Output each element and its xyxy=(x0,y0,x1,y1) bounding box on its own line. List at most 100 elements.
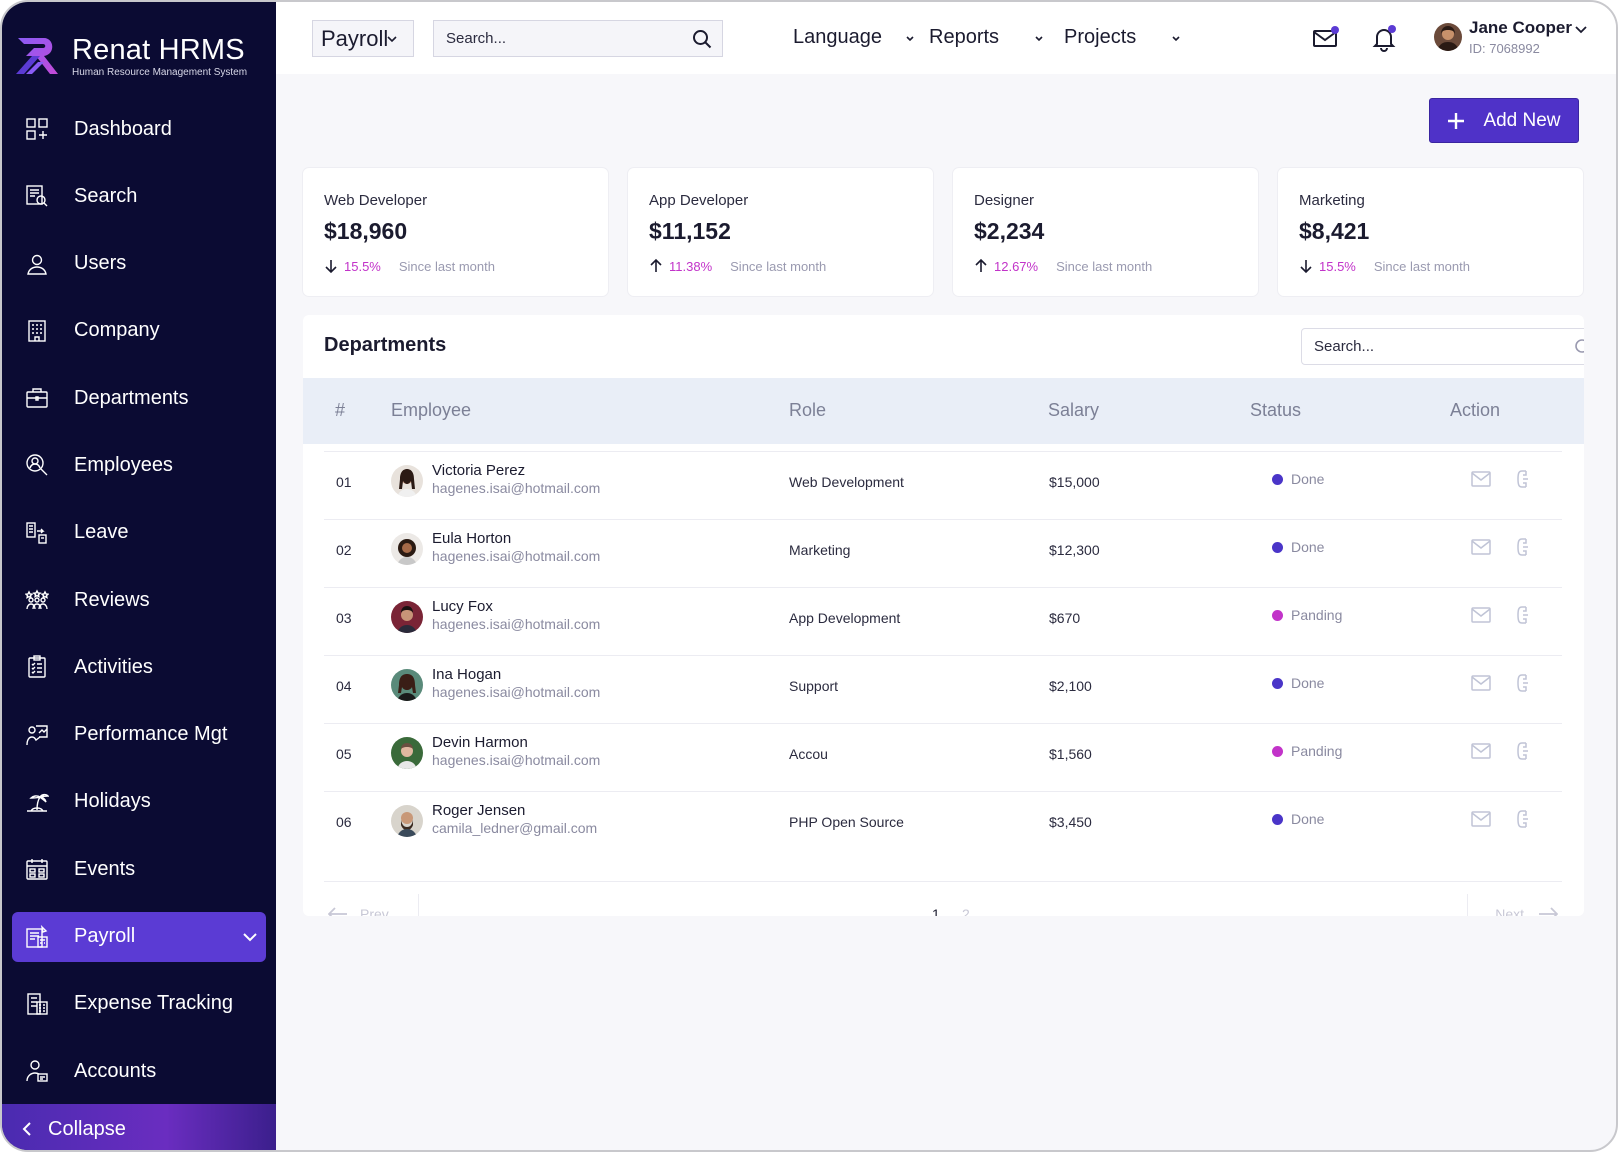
next-button[interactable]: Next xyxy=(1495,906,1558,916)
pagination: Prev 1 2 Next xyxy=(324,881,1562,916)
stat-since: Since last month xyxy=(1056,258,1153,274)
row-number: 01 xyxy=(336,474,352,490)
employee-email: camila_ledner@gmail.com xyxy=(432,820,598,836)
menu-language[interactable]: Language xyxy=(793,26,916,49)
sidebar-item-events[interactable]: Events xyxy=(12,844,266,894)
employee-name: Ina Hogan xyxy=(432,666,502,683)
sidebar-item-company[interactable]: Company xyxy=(12,306,266,356)
mail-icon[interactable] xyxy=(1471,810,1491,828)
sidebar-item-employees[interactable]: Employees xyxy=(12,440,266,490)
menu-projects[interactable]: Projects xyxy=(1064,26,1182,49)
search-input[interactable] xyxy=(446,30,676,47)
stat-card-web-developer: Web Developer $18,960 15.5% Since last m… xyxy=(303,168,608,296)
user-icon xyxy=(24,251,50,277)
sidebar-item-expense-tracking[interactable]: Expense Tracking xyxy=(12,979,266,1029)
expense-icon xyxy=(24,991,50,1017)
breadcrumb-select[interactable]: Payroll xyxy=(312,20,414,57)
sidebar-item-label: Search xyxy=(74,184,138,207)
user-name: Jane Cooper xyxy=(1469,18,1572,37)
status-badge: Done xyxy=(1272,539,1324,555)
sidebar-item-leave[interactable]: Leave xyxy=(12,508,266,558)
table-row[interactable]: 04 Ina Hogan hagenes.isai@hotmail.com Su… xyxy=(324,655,1562,723)
sidebar-item-label: Company xyxy=(74,319,160,342)
sidebar-item-label: Events xyxy=(74,857,136,880)
arrow-up-icon xyxy=(975,258,987,272)
stat-percent: 15.5% xyxy=(344,258,381,274)
stat-percent: 12.67% xyxy=(994,258,1039,274)
breadcrumb-select-value: Payroll xyxy=(321,25,389,51)
sidebar-item-holidays[interactable]: Holidays xyxy=(12,777,266,827)
column-header-salary[interactable]: Salary xyxy=(1048,400,1100,420)
mail-icon[interactable] xyxy=(1471,470,1491,488)
brand[interactable]: Renat HRMS Human Resource Management Sys… xyxy=(14,34,247,78)
column-header-role[interactable]: Role xyxy=(789,400,827,420)
collapse-button[interactable]: Collapse xyxy=(2,1104,276,1150)
call-icon[interactable] xyxy=(1516,606,1530,624)
page-2[interactable]: 2 xyxy=(962,906,970,916)
stat-value: $18,960 xyxy=(324,218,408,244)
menu-reports-label: Reports xyxy=(929,26,1000,48)
sidebar-item-performance-mgt[interactable]: Performance Mgt xyxy=(12,710,266,760)
search-doc-icon xyxy=(24,183,50,209)
sidebar-item-reviews[interactable]: Reviews xyxy=(12,575,266,625)
mail-icon[interactable] xyxy=(1471,538,1491,556)
mail-icon[interactable] xyxy=(1471,674,1491,692)
employee-email: hagenes.isai@hotmail.com xyxy=(432,548,601,564)
call-icon[interactable] xyxy=(1516,538,1530,556)
table-row[interactable]: 01 Victoria Perez hagenes.isai@hotmail.c… xyxy=(324,451,1562,519)
status-label: Panding xyxy=(1291,607,1343,623)
sidebar-item-accounts[interactable]: Accounts xyxy=(12,1046,266,1096)
stat-title: App Developer xyxy=(649,192,749,209)
page-1[interactable]: 1 xyxy=(932,906,940,916)
column-header-employee[interactable]: Employee xyxy=(391,400,472,420)
menu-reports[interactable]: Reports xyxy=(929,26,1045,49)
sidebar-item-label: Users xyxy=(74,252,127,275)
divider xyxy=(1467,894,1468,916)
clipboard-icon xyxy=(24,654,50,680)
employee-name: Roger Jensen xyxy=(432,802,526,819)
search-icon[interactable] xyxy=(692,29,712,49)
employee-name: Lucy Fox xyxy=(432,598,493,615)
call-icon[interactable] xyxy=(1516,742,1530,760)
chevron-down-icon xyxy=(1575,26,1587,34)
sidebar-item-payroll[interactable]: Payroll xyxy=(12,911,266,962)
stat-since: Since last month xyxy=(398,258,495,274)
departments-search-input[interactable] xyxy=(1314,338,1554,355)
mail-button[interactable] xyxy=(1311,24,1339,52)
stat-title: Marketing xyxy=(1299,192,1365,209)
employee-salary: $15,000 xyxy=(1049,474,1100,490)
stat-since: Since last month xyxy=(730,258,827,274)
table-row[interactable]: 05 Devin Harmon hagenes.isai@hotmail.com… xyxy=(324,723,1562,791)
row-number: 05 xyxy=(336,746,352,762)
sidebar-item-search[interactable]: Search xyxy=(12,171,266,221)
header-search xyxy=(433,20,723,57)
user-profile[interactable]: Jane Cooper ID: 7068992 xyxy=(1434,18,1587,56)
sidebar-item-label: Accounts xyxy=(74,1059,157,1082)
add-new-button[interactable]: Add New xyxy=(1429,98,1579,143)
call-icon[interactable] xyxy=(1516,674,1530,692)
mail-icon[interactable] xyxy=(1471,606,1491,624)
stat-since: Since last month xyxy=(1373,258,1470,274)
chevron-down-icon[interactable] xyxy=(242,929,258,945)
call-icon[interactable] xyxy=(1516,810,1530,828)
sidebar-item-users[interactable]: Users xyxy=(12,239,266,289)
call-icon[interactable] xyxy=(1516,470,1530,488)
stat-value: $2,234 xyxy=(974,218,1045,244)
search-icon[interactable] xyxy=(1574,338,1584,354)
table-row[interactable]: 06 Roger Jensen camila_ledner@gmail.com … xyxy=(324,791,1562,859)
sidebar-item-departments[interactable]: Departments xyxy=(12,373,266,423)
status-label: Done xyxy=(1291,539,1325,555)
sidebar-item-label: Employees xyxy=(74,453,173,476)
column-header-status[interactable]: Status xyxy=(1250,400,1302,420)
sidebar-item-dashboard[interactable]: Dashboard xyxy=(12,104,266,154)
table-row[interactable]: 02 Eula Horton hagenes.isai@hotmail.com … xyxy=(324,519,1562,587)
mail-icon[interactable] xyxy=(1471,742,1491,760)
notifications-button[interactable] xyxy=(1370,24,1398,52)
employee-salary: $1,560 xyxy=(1049,746,1092,762)
prev-button[interactable]: Prev xyxy=(328,906,389,916)
table-row[interactable]: 03 Lucy Fox hagenes.isai@hotmail.com App… xyxy=(324,587,1562,655)
status-badge: Done xyxy=(1272,675,1324,691)
sidebar-item-activities[interactable]: Activities xyxy=(12,642,266,692)
notification-dot xyxy=(1388,25,1396,33)
brand-name: Renat HRMS xyxy=(72,34,245,66)
